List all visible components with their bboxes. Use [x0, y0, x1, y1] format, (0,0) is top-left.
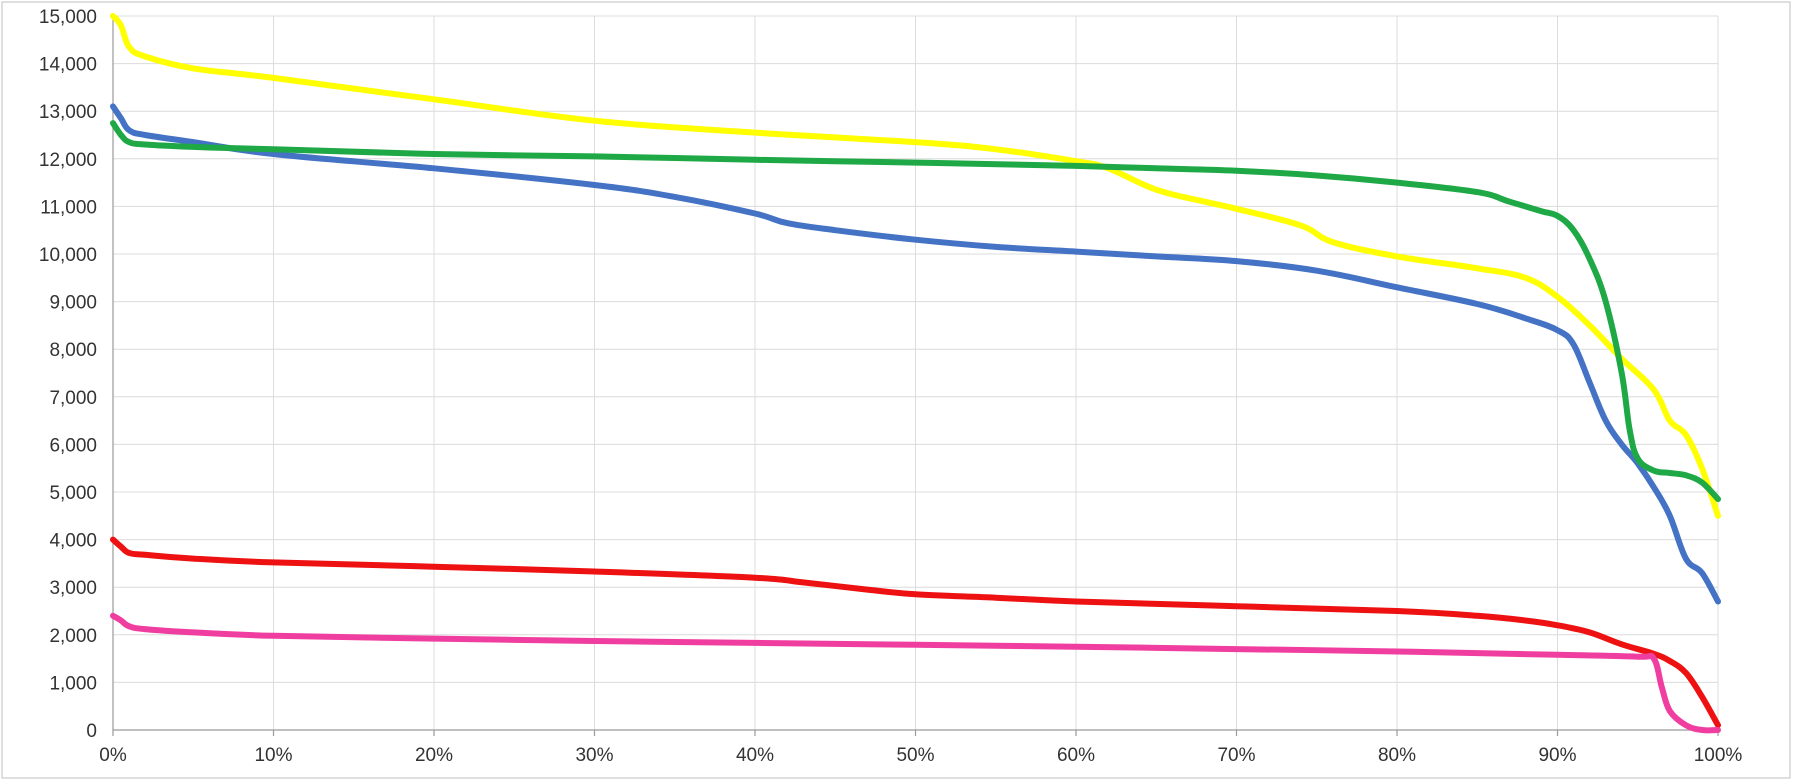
x-tick-label: 50% — [896, 745, 934, 766]
y-tick-label: 4,000 — [49, 531, 97, 552]
y-tick-label: 3,000 — [49, 578, 97, 599]
y-tick-label: 12,000 — [39, 150, 97, 171]
series-line-4 — [110, 612, 1721, 734]
y-tick-label: 2,000 — [49, 626, 97, 647]
x-tick-label: 0% — [99, 745, 127, 766]
x-tick-label: 20% — [415, 745, 453, 766]
x-tick-label: 40% — [736, 745, 774, 766]
x-tick-label: 100% — [1694, 745, 1743, 766]
y-tick-label: 11,000 — [40, 197, 97, 218]
series-line-2 — [110, 120, 1721, 503]
y-tick-label: 10,000 — [39, 245, 97, 266]
y-tick-label: 6,000 — [49, 435, 97, 456]
y-tick-label: 7,000 — [49, 388, 97, 409]
x-tick-labels: 0% 10% 20% 30% 40% 50% 60% 70% 80% 90% 100% — [99, 745, 1742, 766]
x-tick-label: 60% — [1057, 745, 1095, 766]
x-tick-label: 70% — [1217, 745, 1255, 766]
y-tick-labels: 0 1,000 2,000 3,000 4,000 5,000 6,000 7,000 8,00… — [39, 7, 97, 742]
grid-lines — [113, 15, 1719, 730]
y-tick-label: 1,000 — [49, 673, 97, 694]
x-tick-label: 90% — [1538, 745, 1576, 766]
y-tick-label: 13,000 — [39, 102, 97, 123]
series-line-1 — [110, 103, 1721, 605]
y-tick-label: 9,000 — [49, 293, 97, 314]
y-tick-label: 5,000 — [49, 483, 97, 504]
y-tick-label: 0 — [86, 721, 97, 742]
x-tick-label: 10% — [254, 745, 292, 766]
x-tick-label: 80% — [1378, 745, 1416, 766]
data-series — [110, 13, 1721, 734]
x-tick-label: 30% — [575, 745, 613, 766]
axes — [112, 16, 1719, 736]
series-line-3 — [110, 536, 1721, 729]
y-tick-label: 14,000 — [39, 55, 97, 76]
y-tick-label: 8,000 — [49, 340, 97, 361]
y-tick-label: 15,000 — [39, 7, 97, 28]
